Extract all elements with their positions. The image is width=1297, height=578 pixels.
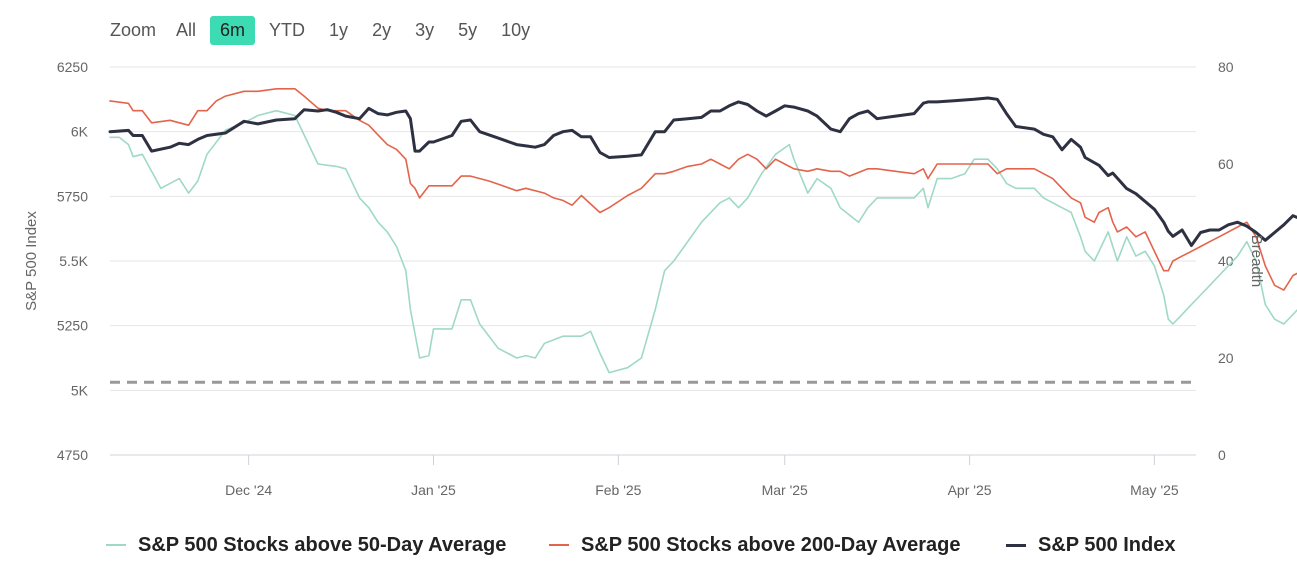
x-tick-label: Jan '25 [411,482,456,498]
legend-item-50day[interactable]: S&P 500 Stocks above 50-Day Average [106,528,506,562]
series-line-200day [109,88,1297,291]
left-tick-label: 5250 [57,318,88,334]
gridlines [110,66,1196,456]
right-y-axis: 0 20 40 60 80 [1218,59,1234,463]
left-y-axis: 4750 5K 5250 5.5K 5750 6K 6250 [57,59,89,463]
right-tick-label: 20 [1218,350,1234,366]
left-tick-label: 5.5K [59,253,88,269]
right-tick-label: 60 [1218,156,1234,172]
legend-label-50day: S&P 500 Stocks above 50-Day Average [138,533,507,556]
left-tick-label: 5K [71,382,89,398]
line-chart: Dec '24 Jan '25 Feb '25 Mar '25 Apr '25 May '… [23,59,1297,498]
right-tick-label: 80 [1218,59,1234,75]
right-tick-label: 40 [1218,253,1234,269]
legend-swatch-50day [106,544,126,546]
x-tick-label: Dec '24 [225,482,272,498]
zoom-3y-button[interactable]: 3y [415,19,435,40]
x-tick-label: Mar '25 [762,482,808,498]
zoom-all-button[interactable]: All [176,19,197,40]
left-tick-label: 5750 [57,188,88,204]
zoom-10y-button[interactable]: 10y [501,19,531,40]
legend-swatch-index [1006,543,1026,547]
legend: S&P 500 Stocks above 50-Day Average S&P … [0,528,1297,562]
left-tick-label: 4750 [57,447,88,463]
zoom-ytd-button[interactable]: YTD [269,19,306,40]
zoom-2y-button[interactable]: 2y [372,19,392,40]
zoom-1y-button[interactable]: 1y [329,19,349,40]
x-tick-label: Feb '25 [595,482,641,498]
series-lines [108,88,1297,374]
zoom-bar: Zoom All 6m YTD 1y 2y 3y 5y 10y [110,14,544,46]
x-tick-label: Apr '25 [948,482,992,498]
legend-item-200day[interactable]: S&P 500 Stocks above 200-Day Average [549,528,960,562]
left-axis-title: S&P 500 Index [23,211,40,311]
x-tick-label: May '25 [1130,482,1179,498]
left-tick-label: 6250 [57,59,88,75]
left-tick-label: 6K [71,124,89,140]
series-line-index [108,96,1297,247]
x-axis: Dec '24 Jan '25 Feb '25 Mar '25 Apr '25 May '… [225,455,1179,498]
zoom-6m-button[interactable]: 6m [210,15,256,45]
legend-item-index[interactable]: S&P 500 Index [1006,528,1175,562]
zoom-label: Zoom [110,19,157,40]
series-line-50day [109,109,1297,374]
legend-swatch-200day [549,544,569,546]
legend-label-200day: S&P 500 Stocks above 200-Day Average [581,533,961,556]
zoom-5y-button[interactable]: 5y [458,19,478,40]
legend-label-index: S&P 500 Index [1038,533,1176,556]
right-axis-title: Breadth [1248,235,1265,288]
right-tick-label: 0 [1218,447,1226,463]
